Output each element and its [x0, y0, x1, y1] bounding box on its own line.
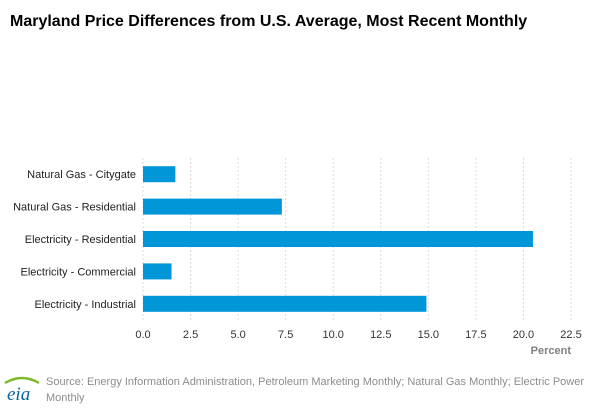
x-tick-label: 0.0 [135, 329, 150, 341]
x-tick-label: 17.5 [465, 329, 486, 341]
x-tick-label: 20.0 [513, 329, 534, 341]
source-note: Source: Energy Information Administratio… [46, 376, 585, 404]
x-tick-label: 2.5 [183, 329, 198, 341]
category-label: Natural Gas - Citygate [27, 169, 136, 181]
x-tick-label: 10.0 [323, 329, 344, 341]
x-tick-label: 7.5 [278, 329, 293, 341]
category-label: Electricity - Commercial [20, 266, 136, 278]
logo-wordmark: eia [7, 384, 30, 405]
bar [143, 295, 427, 312]
bar [143, 166, 176, 183]
category-label: Electricity - Industrial [35, 299, 136, 311]
x-tick-label: 5.0 [230, 329, 245, 341]
category-label: Electricity - Residential [25, 234, 136, 246]
x-tick-label: 22.5 [560, 329, 581, 341]
x-axis-title: Percent [531, 345, 572, 357]
bar [143, 263, 172, 280]
bar [143, 198, 282, 215]
logo-arc [4, 376, 40, 385]
bar-chart: 0.0 2.5 5.0 7.5 10.0 12.5 15.0 17.5 20.0 22.5 Natu… [13, 158, 582, 357]
chart-title: Maryland Price Differences from U.S. Ave… [10, 13, 528, 30]
x-tick-label: 12.5 [370, 329, 391, 341]
eia-logo: eia [4, 376, 40, 405]
bar [143, 231, 533, 247]
x-tick-label: 15.0 [418, 329, 439, 341]
category-label: Natural Gas - Residential [13, 202, 136, 214]
